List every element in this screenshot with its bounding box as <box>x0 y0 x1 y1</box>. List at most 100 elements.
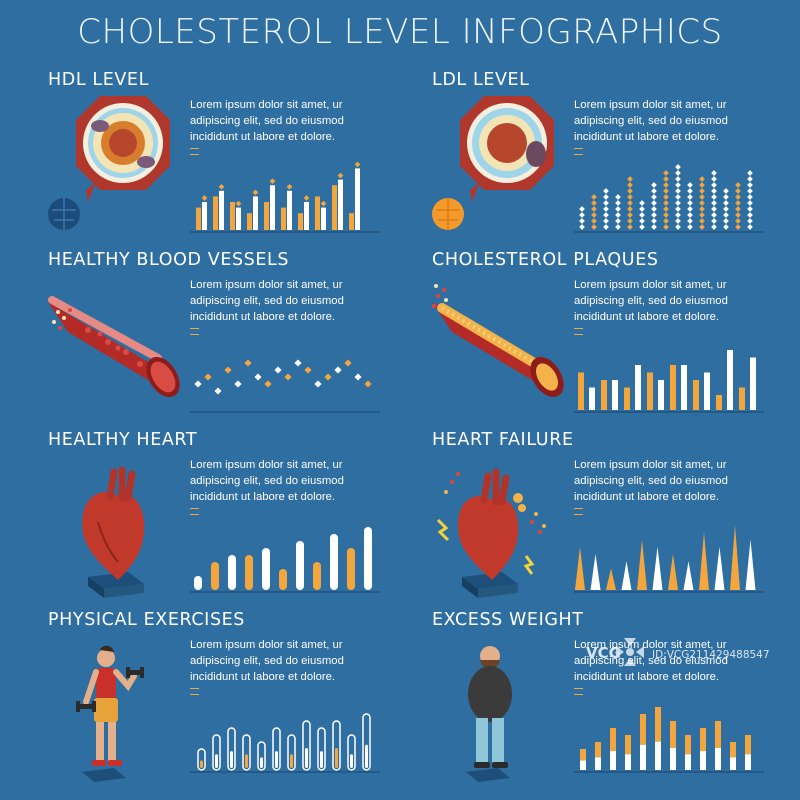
chart-dot <box>663 182 669 188</box>
panel-ldl-level: LDL LEVEL Lorem ipsum dolor sit amet, ur… <box>432 70 800 245</box>
chart-dot <box>603 194 609 200</box>
chart-point <box>194 380 202 388</box>
chart-tube-fill <box>245 754 248 768</box>
chart-point <box>244 359 252 367</box>
chart-dot <box>747 218 753 224</box>
chart-segment-white <box>655 741 661 770</box>
chart-dot <box>723 224 729 230</box>
chart-segment-orange <box>640 714 646 745</box>
ldl-particle-icon <box>432 96 554 230</box>
equals-icon <box>190 328 199 335</box>
chart-bar-orange <box>624 387 630 410</box>
chart-dot <box>735 212 741 218</box>
chart-bar-white <box>589 387 595 410</box>
chart-dot <box>663 206 669 212</box>
chart-point <box>224 366 232 374</box>
chart-dot <box>627 206 633 212</box>
chart-tube-fill <box>305 747 308 768</box>
panel-description: Lorem ipsum dolor sit amet, ur adipiscin… <box>190 279 344 323</box>
chart-bar <box>313 562 321 590</box>
chart-dot <box>723 188 729 194</box>
equals-icon <box>190 508 199 515</box>
chart-dot <box>627 194 633 200</box>
chart-segment-orange <box>730 742 736 758</box>
heart-failure-icon <box>436 468 546 598</box>
chart-dot <box>711 170 717 176</box>
chart-segment-orange <box>745 735 751 755</box>
panel-description: Lorem ipsum dolor sit amet, ur adipiscin… <box>190 459 344 503</box>
chart-dot <box>639 224 645 230</box>
chart-marker <box>201 195 208 201</box>
chart-dot <box>699 194 705 200</box>
chart-point <box>284 373 292 381</box>
chart-dot <box>591 224 597 230</box>
chart-tube <box>317 727 326 771</box>
chart-spike <box>699 532 709 590</box>
chart-dot <box>591 206 597 212</box>
chart-segment-orange <box>625 735 631 755</box>
panel-healthy-heart: HEALTHY HEART Lorem ipsum dolor sit amet… <box>48 430 428 605</box>
chart-dot <box>711 200 717 206</box>
chart-dot <box>627 176 633 182</box>
chart-bar-white <box>304 202 309 230</box>
chart-bar-white <box>287 190 292 230</box>
chart-dot <box>747 182 753 188</box>
chart-dot <box>687 212 693 218</box>
chart-dot <box>687 206 693 212</box>
panel-description: Lorem ipsum dolor sit amet, ur adipiscin… <box>190 639 344 683</box>
chart-point <box>344 359 352 367</box>
chart-tube-fill <box>320 751 323 768</box>
chart-segment-orange <box>595 742 601 758</box>
chart-dot <box>747 200 753 206</box>
chart-dot <box>675 200 681 206</box>
panel-heading: PHYSICAL EXERCISES <box>48 610 246 630</box>
chart-segment-white <box>595 757 601 770</box>
chart-dot <box>711 224 717 230</box>
chart-bar-orange <box>213 196 218 230</box>
chart-point <box>314 380 322 388</box>
chart-tube <box>332 720 341 771</box>
chart-bar-orange <box>264 202 269 230</box>
chart-dot <box>711 218 717 224</box>
chart-dot <box>723 200 729 206</box>
chart-spike <box>621 561 632 590</box>
chart-dot <box>735 218 741 224</box>
panel-description: Lorem ipsum dolor sit amet, ur adipiscin… <box>574 639 728 683</box>
chart-dot <box>735 194 741 200</box>
panel-heading: HEALTHY HEART <box>48 430 198 450</box>
chart-marker <box>235 200 242 207</box>
chart-spike <box>637 539 647 590</box>
chart-tube <box>362 713 371 771</box>
chart-bar <box>211 562 219 590</box>
panel-physical-exercises: PHYSICAL EXERCISES Lorem ipsum dolor sit… <box>48 610 428 785</box>
chart-marker <box>354 161 361 168</box>
chart-dot <box>615 200 621 206</box>
chart-point <box>354 373 362 381</box>
chart-tube <box>227 727 236 771</box>
chart-dot <box>699 212 705 218</box>
chart-point <box>304 366 312 374</box>
panel-heading: CHOLESTEROL PLAQUES <box>432 250 659 270</box>
panel-hdl-level: HDL LEVEL Lorem ipsum dolor sit amet, ur… <box>48 70 428 245</box>
chart-dot <box>675 206 681 212</box>
chart-dot <box>711 212 717 218</box>
chart-tube <box>197 748 206 771</box>
chart-dot <box>735 182 741 188</box>
chart-dot <box>699 200 705 206</box>
chart-marker <box>252 189 259 196</box>
chart-dot <box>723 194 729 200</box>
chart-dot <box>651 206 657 212</box>
panel-heart-failure: HEART FAILURE Lorem ipsum dolor sit amet… <box>432 430 800 605</box>
chart-dot <box>711 194 717 200</box>
chart-dot <box>603 224 609 230</box>
chart-bar-white <box>658 380 664 410</box>
chart-segment-white <box>730 757 736 770</box>
chart-dot <box>663 176 669 182</box>
chart-marker <box>303 195 310 201</box>
chart-dot <box>603 200 609 206</box>
chart-dot <box>735 200 741 206</box>
chart-marker <box>320 200 327 207</box>
chart-spike <box>745 539 756 590</box>
chart-bar-white <box>270 185 275 230</box>
chart-dot <box>699 218 705 224</box>
